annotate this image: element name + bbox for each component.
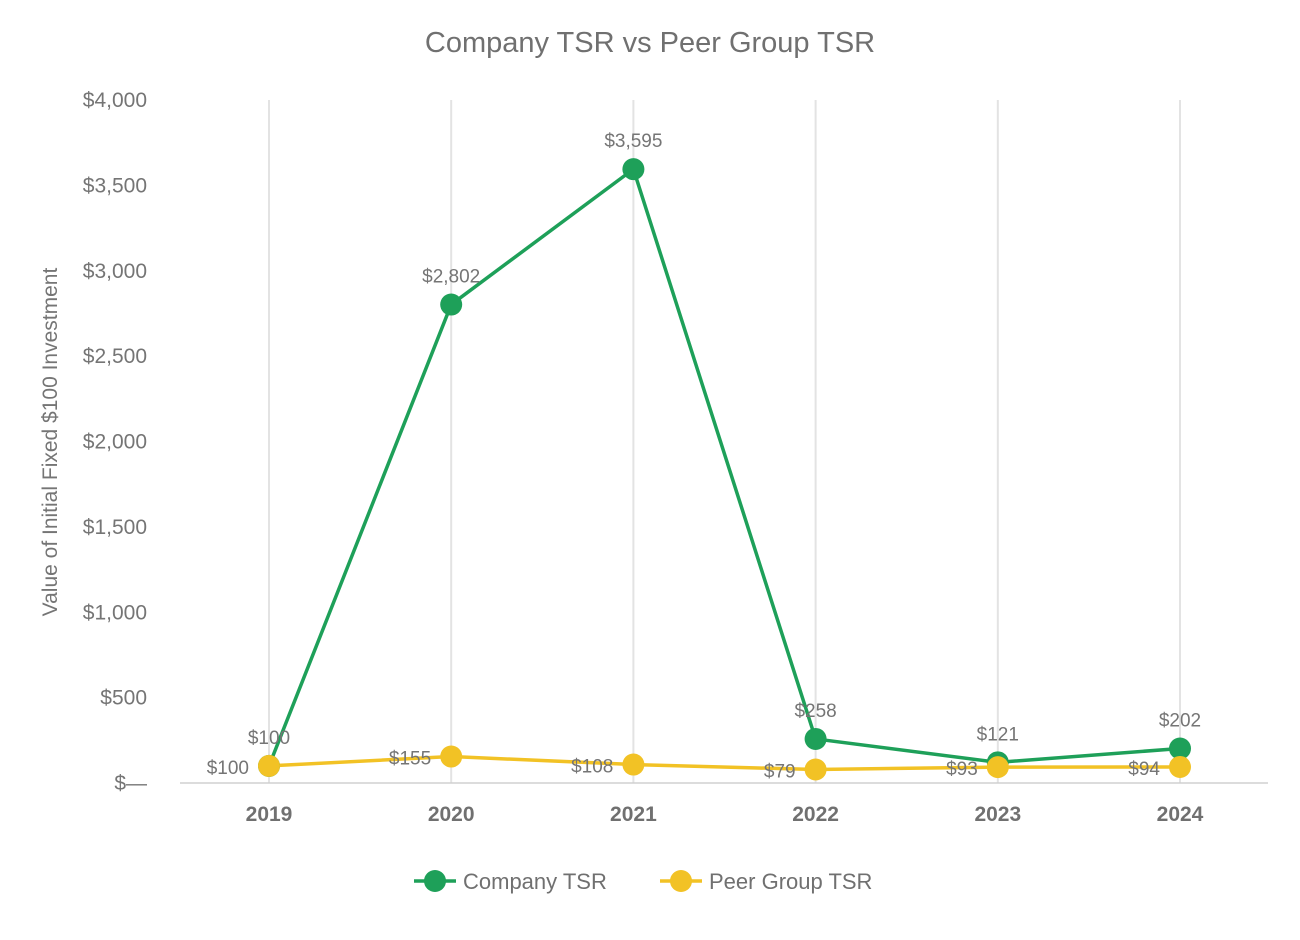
company-tsr-data-label: $202	[1159, 711, 1201, 732]
legend: Company TSR Peer Group TSR	[414, 869, 872, 894]
company-tsr-line	[267, 167, 1181, 767]
y-axis-label: Value of Initial Fixed $100 Investment	[39, 268, 62, 617]
company-tsr-point	[622, 158, 645, 181]
peer-tsr-data-label: $155	[389, 749, 431, 770]
x-tick-label: 2023	[974, 803, 1021, 826]
company-tsr-data-label: $100	[248, 728, 290, 749]
peer-tsr-point	[440, 745, 463, 768]
peer-tsr-data-label: $93	[946, 759, 978, 780]
peer-tsr-point	[804, 758, 827, 781]
peer-tsr-data-label: $100	[207, 758, 249, 779]
x-tick-label: 2021	[610, 803, 657, 826]
peer-tsr-point	[258, 754, 280, 777]
y-tick-label: $1,500	[83, 516, 147, 539]
company-tsr-point	[1169, 737, 1191, 760]
company-tsr-data-label: $3,595	[604, 131, 662, 152]
x-tick-label: 2020	[428, 803, 475, 826]
x-tick-label: 2024	[1157, 803, 1204, 826]
company-tsr-point	[804, 727, 827, 750]
axes: 2019 2020 2021 2022 2023 2024 $— $500 $1,000 $1,5…	[83, 89, 1268, 826]
legend-marker	[670, 870, 692, 892]
company-tsr-point	[440, 293, 463, 316]
data-labels: $100 $2,802 $3,595 $258 $121 $202 $100 $155 $108…	[207, 131, 1201, 782]
legend-label: Company TSR	[463, 869, 607, 894]
series-lines	[267, 167, 1181, 772]
y-tick-label: $500	[100, 687, 147, 710]
y-tick-label: $1,000	[83, 601, 147, 624]
chart-title: Company TSR vs Peer Group TSR	[425, 27, 875, 59]
x-tick-label: 2022	[792, 803, 839, 826]
y-tick-label: $—	[114, 772, 147, 795]
x-tick-label: 2019	[246, 803, 293, 826]
peer-tsr-point	[1169, 755, 1191, 778]
legend-marker	[424, 870, 446, 892]
y-tick-label: $3,000	[83, 260, 147, 283]
gridlines	[268, 100, 1181, 783]
peer-tsr-data-label: $94	[1128, 759, 1160, 780]
company-tsr-data-label: $2,802	[422, 267, 480, 288]
y-tick-label: $2,000	[83, 431, 147, 454]
data-points	[258, 158, 1191, 781]
y-tick-label: $3,500	[83, 174, 147, 197]
legend-company-tsr: Company TSR	[414, 869, 607, 894]
legend-label: Peer Group TSR	[709, 869, 872, 894]
company-tsr-data-label: $258	[794, 701, 836, 722]
y-tick-label: $2,500	[83, 345, 147, 368]
y-tick-label: $4,000	[83, 89, 147, 112]
peer-tsr-line	[268, 754, 1181, 772]
peer-tsr-point	[986, 756, 1009, 779]
peer-tsr-point	[622, 753, 645, 776]
legend-peer-group-tsr: Peer Group TSR	[660, 869, 872, 894]
peer-tsr-data-label: $108	[571, 757, 613, 778]
company-tsr-data-label: $121	[977, 724, 1019, 745]
peer-tsr-data-label: $79	[764, 762, 796, 783]
